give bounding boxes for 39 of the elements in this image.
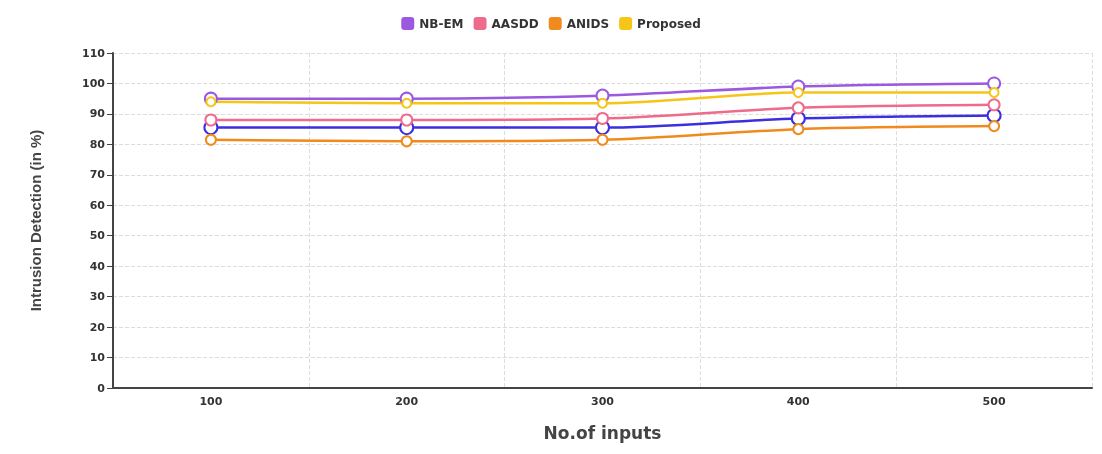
point (597, 97, 608, 109)
x-tick-label: 300 (591, 395, 615, 408)
y-tick-label: 60 (89, 198, 106, 212)
point (400, 113, 414, 127)
y-tick-label: 40 (89, 259, 106, 273)
y-tick-label: 10 (89, 351, 106, 365)
point (596, 133, 609, 146)
y-tick-label: 30 (89, 290, 106, 304)
y-tick-label: 20 (89, 320, 106, 334)
point (792, 87, 804, 99)
x-axis-title: No.of inputs (543, 422, 662, 443)
y-tick-label: 90 (89, 107, 106, 121)
point (401, 97, 413, 109)
point (791, 101, 805, 115)
legend-label: NB-EM (419, 16, 464, 31)
point (792, 123, 805, 136)
x-tick-label: 400 (786, 395, 811, 408)
y-tick-label: 0 (97, 381, 106, 395)
point (204, 113, 218, 127)
y-tick-label: 110 (82, 46, 106, 60)
legend-label: Proposed (637, 16, 701, 31)
x-tick-label: 500 (982, 395, 1006, 408)
y-axis-title: Intrusion Detection (in %) (27, 129, 44, 312)
y-tick-label: 70 (89, 168, 106, 182)
point (596, 111, 609, 125)
legend-label: ANIDS (566, 16, 610, 31)
point (988, 87, 1000, 99)
y-tick-label: 50 (89, 229, 106, 243)
point (204, 133, 217, 146)
point (400, 135, 413, 148)
legend-label: AASDD (491, 16, 539, 31)
y-tick-label: 80 (89, 137, 106, 151)
point (988, 120, 1001, 133)
point (987, 76, 1002, 91)
y-tick-label: 100 (82, 76, 106, 90)
x-tick-label: 100 (199, 395, 223, 408)
point (205, 96, 217, 108)
x-tick-label: 200 (395, 395, 419, 408)
point (987, 98, 1001, 112)
